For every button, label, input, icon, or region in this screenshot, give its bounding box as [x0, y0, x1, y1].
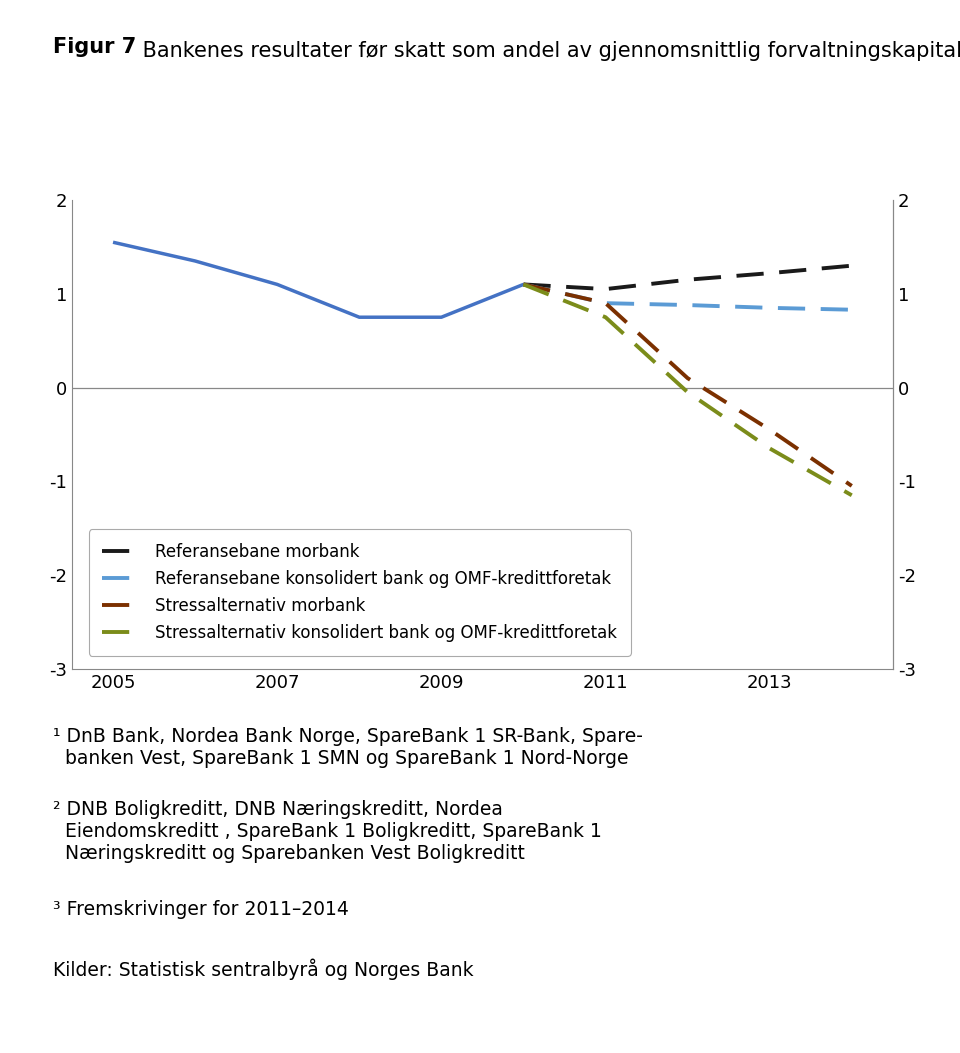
Text: Figur 7: Figur 7 — [53, 37, 136, 57]
Legend: Referansebane morbank, Referansebane konsolidert bank og OMF-kredittforetak, Str: Referansebane morbank, Referansebane kon… — [88, 530, 631, 656]
Text: ³ Fremskrivinger for 2011–2014: ³ Fremskrivinger for 2011–2014 — [53, 900, 348, 919]
Text: Kilder: Statistisk sentralbyrå og Norges Bank: Kilder: Statistisk sentralbyrå og Norges… — [53, 958, 473, 979]
Text: ² DNB Boligkreditt, DNB Næringskreditt, Nordea
  Eiendomskreditt , SpareBank 1 B: ² DNB Boligkreditt, DNB Næringskreditt, … — [53, 800, 602, 863]
Text: Bankenes resultater før skatt som andel av gjennomsnittlig forvaltningskapital. : Bankenes resultater før skatt som andel … — [136, 37, 960, 61]
Text: ¹ DnB Bank, Nordea Bank Norge, SpareBank 1 SR-Bank, Spare-
  banken Vest, SpareB: ¹ DnB Bank, Nordea Bank Norge, SpareBank… — [53, 727, 642, 768]
